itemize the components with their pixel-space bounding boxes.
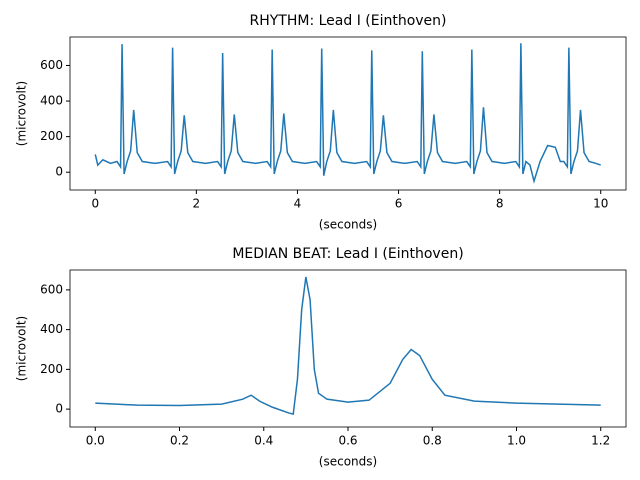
signal-line bbox=[94, 43, 601, 184]
y-tick-label: 600 bbox=[40, 282, 63, 296]
y-tick-label: 400 bbox=[40, 322, 63, 336]
chart-title: MEDIAN BEAT: Lead I (Einthoven) bbox=[232, 246, 463, 262]
y-axis-label: (microvolt) bbox=[15, 316, 29, 381]
y-tick-label: 0 bbox=[55, 402, 63, 416]
x-tick-label: 0.4 bbox=[254, 434, 273, 448]
x-axis-label: (seconds) bbox=[319, 455, 377, 469]
x-tick-label: 6 bbox=[395, 197, 403, 211]
x-tick-label: 4 bbox=[294, 197, 302, 211]
x-tick-label: 8 bbox=[496, 197, 504, 211]
x-tick-label: 1.0 bbox=[507, 434, 526, 448]
y-tick-label: 200 bbox=[40, 362, 63, 376]
x-tick-label: 0.8 bbox=[423, 434, 442, 448]
x-tick-label: 0.0 bbox=[86, 434, 105, 448]
y-tick-label: 0 bbox=[55, 165, 63, 179]
x-tick-label: 1.2 bbox=[591, 434, 610, 448]
y-tick-label: 200 bbox=[40, 129, 63, 143]
chart-title: RHYTHM: Lead I (Einthoven) bbox=[249, 13, 446, 29]
x-axis-label: (seconds) bbox=[319, 218, 377, 232]
y-axis-label: (microvolt) bbox=[15, 81, 29, 146]
x-tick-label: 2 bbox=[193, 197, 201, 211]
y-tick-label: 400 bbox=[40, 94, 63, 108]
x-tick-label: 10 bbox=[593, 197, 608, 211]
signal-line bbox=[95, 276, 601, 416]
x-tick-label: 0.2 bbox=[170, 434, 189, 448]
axes-frame bbox=[69, 36, 627, 191]
y-tick-label: 600 bbox=[40, 58, 63, 72]
x-tick-label: 0.6 bbox=[338, 434, 357, 448]
x-tick-label: 0 bbox=[91, 197, 99, 211]
